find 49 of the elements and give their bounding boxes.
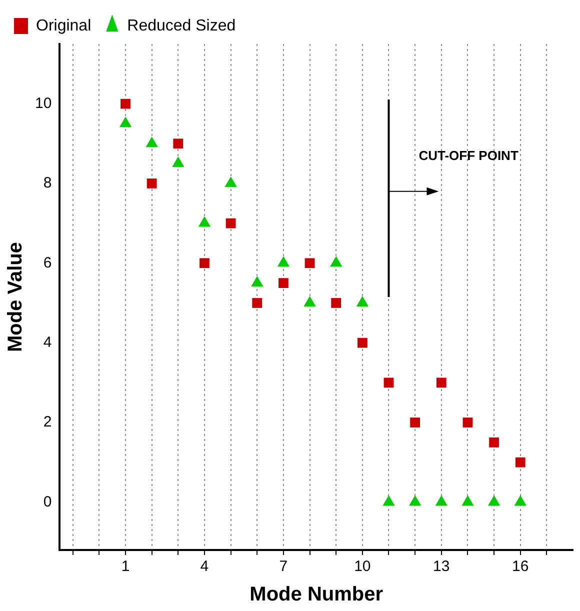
point — [382, 495, 395, 506]
point — [146, 178, 157, 188]
x-tick-label: 10 — [354, 558, 371, 576]
x-tick-label: 16 — [512, 558, 529, 576]
point — [435, 495, 448, 506]
y-tick-label: 8 — [43, 174, 52, 192]
point — [226, 218, 236, 228]
point — [357, 338, 368, 348]
point — [304, 258, 315, 268]
y-tick-label: 2 — [43, 414, 52, 431]
x-tick-label: 4 — [200, 558, 209, 576]
y-tick-label: 6 — [43, 254, 52, 272]
point — [515, 457, 526, 468]
point — [198, 216, 211, 227]
point — [356, 296, 368, 306]
legend-label: Original — [36, 17, 92, 34]
point — [304, 296, 316, 306]
point — [200, 258, 210, 268]
point — [384, 378, 394, 388]
point — [172, 156, 184, 168]
point — [224, 176, 237, 187]
y-axis-title: Mode Value — [4, 242, 27, 352]
point — [278, 278, 288, 288]
point — [462, 418, 473, 428]
point — [514, 495, 526, 506]
point — [410, 418, 420, 428]
x-tick-label: 7 — [279, 558, 288, 576]
point — [408, 495, 422, 506]
y-tick-label: 4 — [43, 334, 52, 351]
point — [251, 276, 264, 287]
point — [252, 298, 262, 308]
point — [488, 495, 500, 506]
point — [489, 437, 499, 448]
point — [331, 298, 342, 308]
point — [146, 136, 158, 148]
point — [436, 378, 446, 388]
point — [277, 256, 290, 267]
x-tick-label: 1 — [121, 558, 130, 576]
legend-label: Reduced Sized — [127, 17, 236, 34]
x-axis-title: Mode Number — [250, 584, 384, 606]
y-tick-label: 10 — [34, 94, 52, 112]
point — [173, 138, 184, 149]
point — [119, 116, 132, 128]
point — [462, 495, 474, 506]
ref-line-label: CUT-OFF POINT — [418, 148, 518, 163]
x-tick-label: 13 — [433, 558, 450, 576]
point — [330, 256, 342, 267]
y-tick-label: 0 — [43, 493, 52, 510]
point — [120, 98, 130, 109]
